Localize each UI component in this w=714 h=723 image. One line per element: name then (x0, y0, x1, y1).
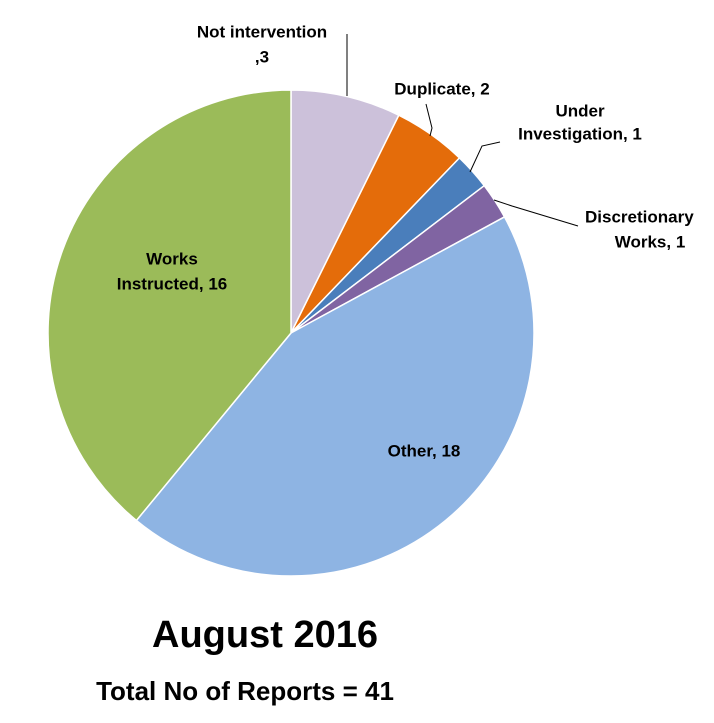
pie-slice (47, 89, 292, 522)
data-label: ,3 (255, 47, 269, 66)
data-label: Other, 18 (388, 441, 461, 460)
data-label: Investigation, 1 (518, 124, 642, 143)
data-label: Discretionary (585, 207, 694, 226)
leader-line (469, 141, 501, 173)
data-label: Instructed, 16 (117, 274, 228, 293)
pie-slice (135, 215, 535, 577)
data-label: Works (146, 249, 198, 268)
data-label: Duplicate, 2 (394, 79, 489, 98)
data-label: Not intervention (197, 22, 327, 41)
chart-title: August 2016 (152, 614, 378, 656)
data-label: Under (555, 101, 605, 120)
pie-slice (290, 89, 400, 334)
leader-line (425, 103, 433, 137)
leader-line (493, 199, 579, 227)
data-label: Works, 1 (615, 232, 686, 251)
chart-subtitle: Total No of Reports = 41 (96, 676, 394, 706)
